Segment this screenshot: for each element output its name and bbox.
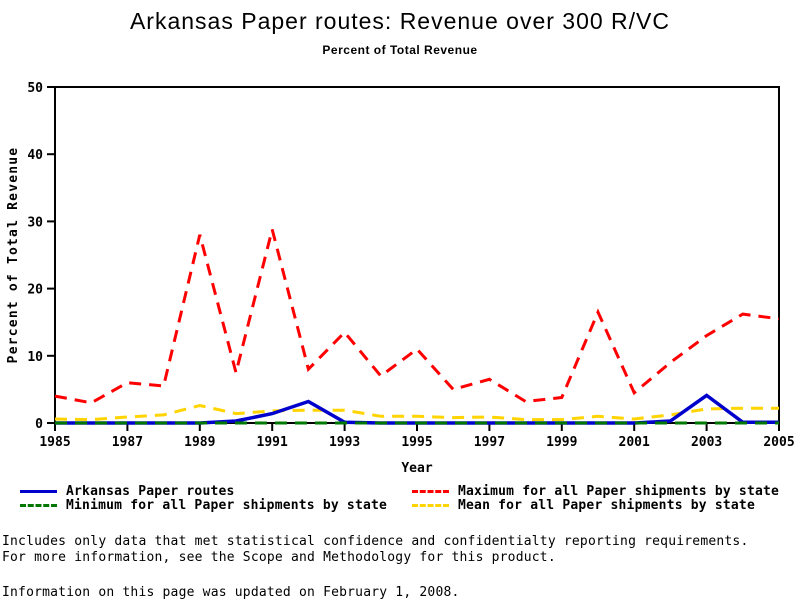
y-tick-label: 10	[27, 350, 43, 365]
legend-item-mean: Mean for all Paper shipments by state	[412, 497, 755, 513]
legend-swatch-maximum	[412, 489, 449, 493]
y-tick-label: 40	[27, 148, 43, 163]
series-line-2	[54, 229, 780, 405]
chart-subtitle: Percent of Total Revenue	[322, 43, 478, 57]
legend-label-minimum: Minimum for all Paper shipments by state	[66, 497, 388, 513]
footnote-line-1: Includes only data that met statistical …	[2, 534, 749, 549]
series-line-3	[54, 403, 779, 422]
x-tick-label: 2003	[691, 435, 722, 450]
series-line-0	[55, 393, 779, 425]
legend-item-arkansas: Arkansas Paper routes	[20, 483, 235, 499]
legend-swatch-arkansas	[20, 489, 57, 493]
legend-item-maximum: Maximum for all Paper shipments by state	[412, 483, 780, 499]
legend-label-mean: Mean for all Paper shipments by state	[458, 497, 755, 513]
x-tick-label: 2001	[619, 435, 650, 450]
x-tick-label: 1989	[184, 435, 215, 450]
legend-swatch-mean	[412, 503, 449, 507]
x-tick-label: 1991	[257, 435, 288, 450]
plot-frame	[54, 86, 780, 424]
y-axis-title: Percent of Total Revenue	[6, 147, 21, 364]
y-tick-label: 0	[35, 417, 43, 432]
footnote-updated: Information on this page was updated on …	[2, 585, 460, 600]
x-axis-title: Year	[401, 461, 432, 476]
y-tick-label: 20	[27, 283, 43, 298]
x-tick-label: 1995	[401, 435, 432, 450]
x-tick-label: 1999	[546, 435, 577, 450]
legend-item-minimum: Minimum for all Paper shipments by state	[20, 497, 388, 513]
y-axis: 0 10 20 30 40 50	[27, 81, 55, 432]
chart-title: Arkansas Paper routes: Revenue over 300 …	[129, 8, 671, 34]
x-tick-label: 1993	[329, 435, 360, 450]
y-tick-label: 50	[27, 81, 43, 96]
x-tick-label: 1997	[474, 435, 505, 450]
x-tick-label: 1985	[39, 435, 70, 450]
legend-label-arkansas: Arkansas Paper routes	[66, 483, 235, 499]
legend-swatch-minimum	[20, 503, 57, 507]
x-axis: 1985 1987 1989 1991 1993 1995 1997 1999 2001 2003…	[39, 423, 795, 450]
footnote-line-2: For more information, see the Scope and …	[2, 550, 556, 565]
legend-label-maximum: Maximum for all Paper shipments by state	[458, 483, 780, 499]
x-tick-label: 2005	[763, 435, 794, 450]
x-tick-label: 1987	[112, 435, 143, 450]
y-tick-label: 30	[27, 215, 43, 230]
